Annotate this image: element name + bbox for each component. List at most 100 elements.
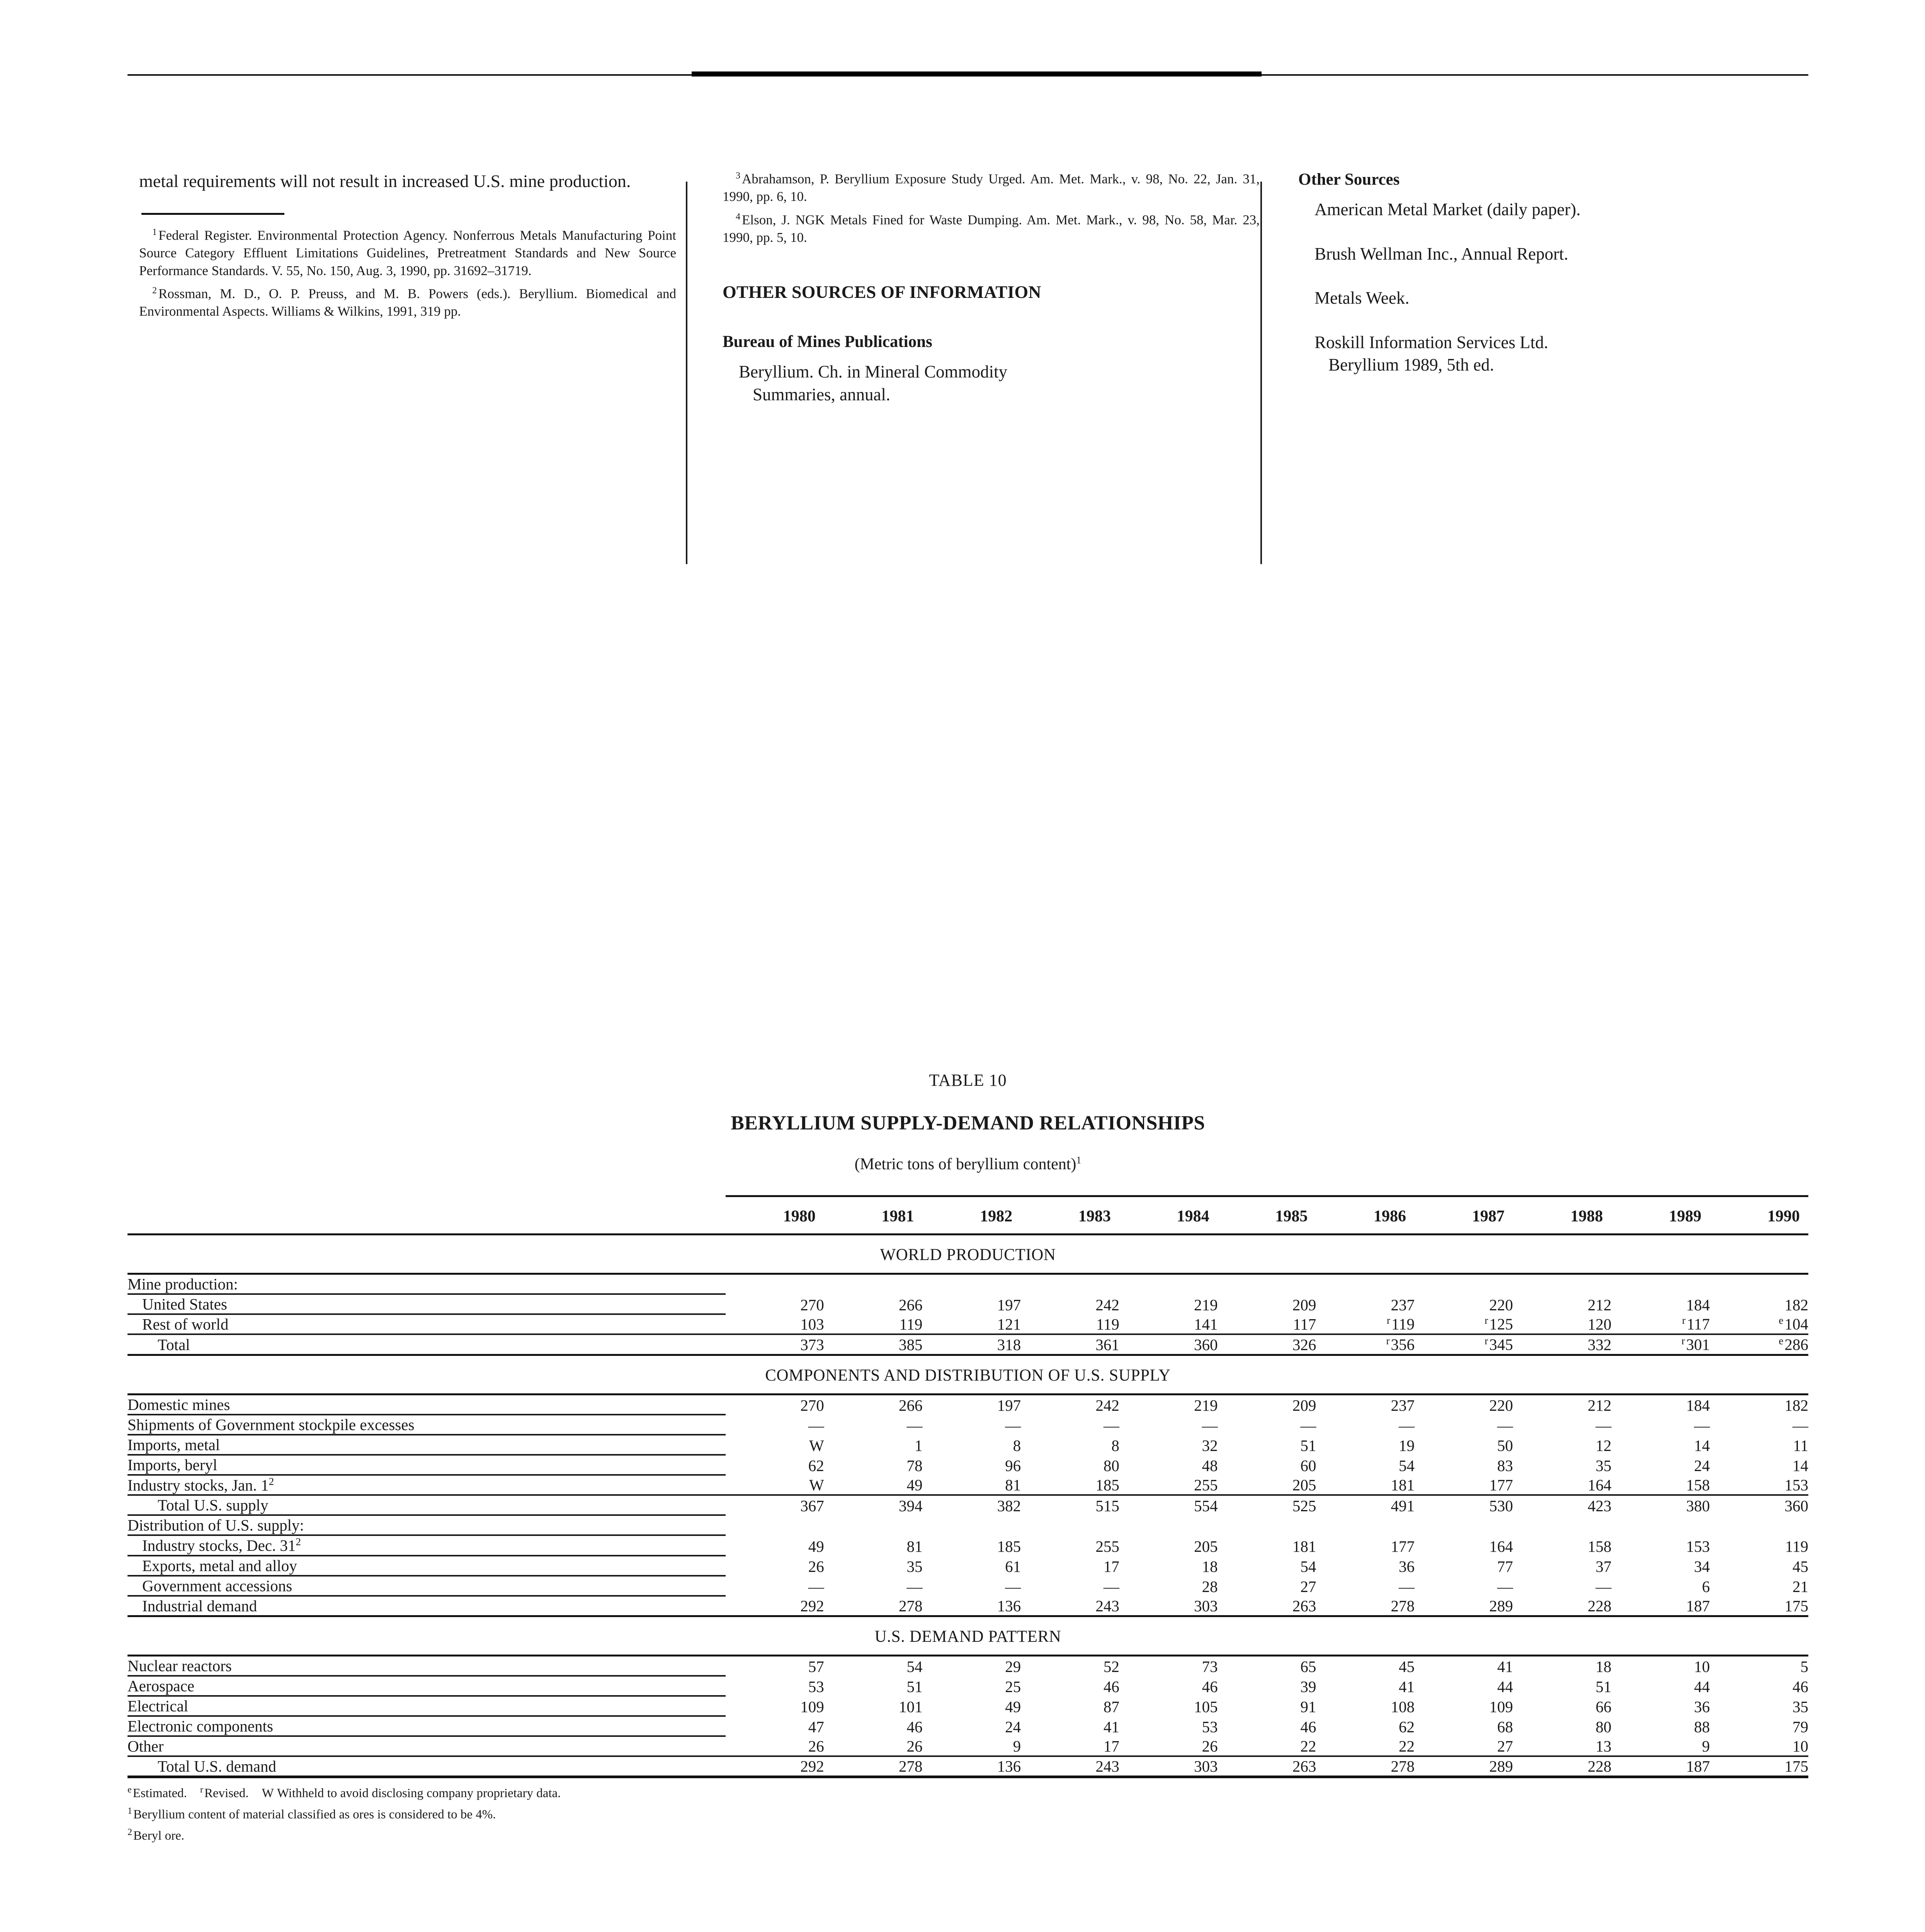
table-cell [1513,1515,1612,1535]
footnote-1-text: Federal Register. Environmental Protecti… [139,228,676,278]
table-cell: 187 [1686,1597,1710,1615]
table-cell: 51 [1595,1677,1612,1696]
table-cell [1218,1274,1316,1294]
table-cell: — [1497,1416,1513,1434]
table-number: TABLE 10 [929,1071,1007,1090]
table-10-block: TABLE 10 BERYLLIUM SUPPLY-DEMAND RELATIO… [128,1070,1808,1848]
table-cell: 51 [1300,1436,1316,1454]
table-cell: 119 [1021,1314,1119,1335]
table-cell: 37 [1595,1557,1612,1575]
table-cell: 91 [1300,1697,1316,1716]
column-header-1990: 1990 [1710,1195,1808,1235]
table-cell: 360 [1194,1335,1218,1354]
table-cell: 380 [1686,1497,1710,1515]
table-cell: 62 [808,1456,824,1475]
table-cell: 46 [906,1718,923,1736]
other-source-entry-2: Brush Wellman Inc., Annual Report. [1315,244,1568,264]
table-cell: — [906,1577,923,1595]
row-label-superscript: 2 [269,1475,274,1487]
table-cell: 109 [1489,1697,1513,1716]
table-cell: e104 [1710,1314,1808,1335]
table-cell: 83 [1497,1456,1513,1475]
table-cell: 49 [824,1475,923,1496]
table-cell: 65 [1300,1657,1316,1675]
table-cell: 60 [1300,1456,1316,1475]
table-row: Imports, metal W 1 8 8 32 51 19 50 12 14 11 [128,1434,1808,1456]
table-cell: 9 [1611,1736,1710,1757]
table-cell: 77 [1497,1557,1513,1575]
table-cell: 303 [1194,1597,1218,1615]
table-cell: 22 [1316,1736,1415,1757]
table-cell: 73 [1202,1657,1218,1675]
table-cell: 278 [1316,1756,1415,1778]
table-cell: 41 [1497,1657,1513,1675]
cell-superscript: e [1779,1315,1784,1327]
table-cell [1415,1515,1513,1535]
table-cell: 360 [1784,1497,1809,1515]
table-cell: 278 [898,1597,923,1615]
cell-superscript: r [1682,1315,1686,1327]
table-cell: 270 [800,1296,824,1314]
table-footnote-line-3: 2Beryl ore. [128,1826,1808,1844]
table-cell: 212 [1587,1396,1612,1414]
table-row: Rest of world 103 119 121 119 141 117 r119 r125 1… [128,1314,1808,1335]
table-cell: 175 [1710,1756,1808,1778]
table-cell: 39 [1300,1677,1316,1696]
table-cell: 209 [1292,1396,1316,1414]
table-cell: e286 [1779,1335,1808,1354]
table-cell: 8 [1013,1436,1021,1454]
table-cell: — [1694,1416,1710,1434]
table-cell: 242 [1095,1396,1119,1414]
table-cell: 47 [808,1718,824,1736]
table-cell: 10 [1694,1657,1710,1675]
table-cell: 187 [1611,1756,1710,1778]
table-row: Aerospace 53 51 25 46 46 39 41 44 51 44 46 [128,1675,1808,1697]
table-footnote-1-marker: 1 [128,1806,132,1816]
table-footnote-e-marker: e [128,1784,132,1795]
table-cell: 22 [1218,1736,1316,1757]
table-cell: 35 [1792,1697,1808,1716]
table-cell: r119 [1316,1314,1415,1335]
table-cell [726,1515,824,1535]
row-label: Imports, metal [128,1434,726,1456]
table-cell: 209 [1292,1296,1316,1314]
table-cell [1218,1515,1316,1535]
table-cell: 21 [1792,1577,1808,1595]
row-label: Industry stocks, Jan. 12 [128,1475,726,1496]
reference-columns: metal requirements will not result in in… [128,170,1808,556]
table-cell: 46 [1202,1677,1218,1696]
other-source-entry-1: American Metal Market (daily paper). [1315,200,1581,219]
row-label: Government accessions [128,1575,726,1597]
table-row: Electrical 109 101 49 87 105 91 108 109 66 36 35 [128,1696,1808,1717]
table-cell: 41 [1399,1677,1415,1696]
table-cell: 54 [1399,1456,1415,1475]
table-cell: 32 [1202,1436,1218,1454]
table-cell: 26 [1119,1736,1218,1757]
table-cell: 220 [1489,1396,1513,1414]
row-label: Total U.S. demand [128,1756,726,1778]
table-cell: 318 [997,1335,1021,1354]
table-cell [922,1515,1021,1535]
table-row: Imports, beryl 62 78 96 80 48 60 54 83 35 24 14 [128,1454,1808,1476]
table-cell: r301 [1681,1335,1710,1354]
table-cell: 45 [1399,1657,1415,1675]
table-row: Shipments of Government stockpile excess… [128,1414,1808,1435]
table-header-row: 1980 1981 1982 1983 1984 1985 1986 1987 1988 1989… [128,1195,1808,1235]
cell-superscript: r [1387,1315,1391,1327]
column-left: metal requirements will not result in in… [139,170,676,326]
table-cell: 289 [1415,1756,1513,1778]
table-cell [922,1274,1021,1294]
footnote-4-marker: 4 [736,211,740,222]
table-title: BERYLLIUM SUPPLY-DEMAND RELATIONSHIPS [731,1112,1205,1134]
bom-entry-line-1: Beryllium. Ch. in Mineral Commodity [739,362,1007,382]
other-sources-of-information-heading: OTHER SOURCES OF INFORMATION [723,282,1041,302]
table-cell: 367 [800,1497,824,1515]
table-cell: — [1103,1577,1119,1595]
table-cell: 292 [800,1597,824,1615]
table-cell: 385 [898,1335,923,1354]
row-label: Electronic components [128,1716,726,1737]
table-cell [1710,1274,1808,1294]
table-cell: 266 [898,1396,923,1414]
table-cell: — [1399,1416,1415,1434]
